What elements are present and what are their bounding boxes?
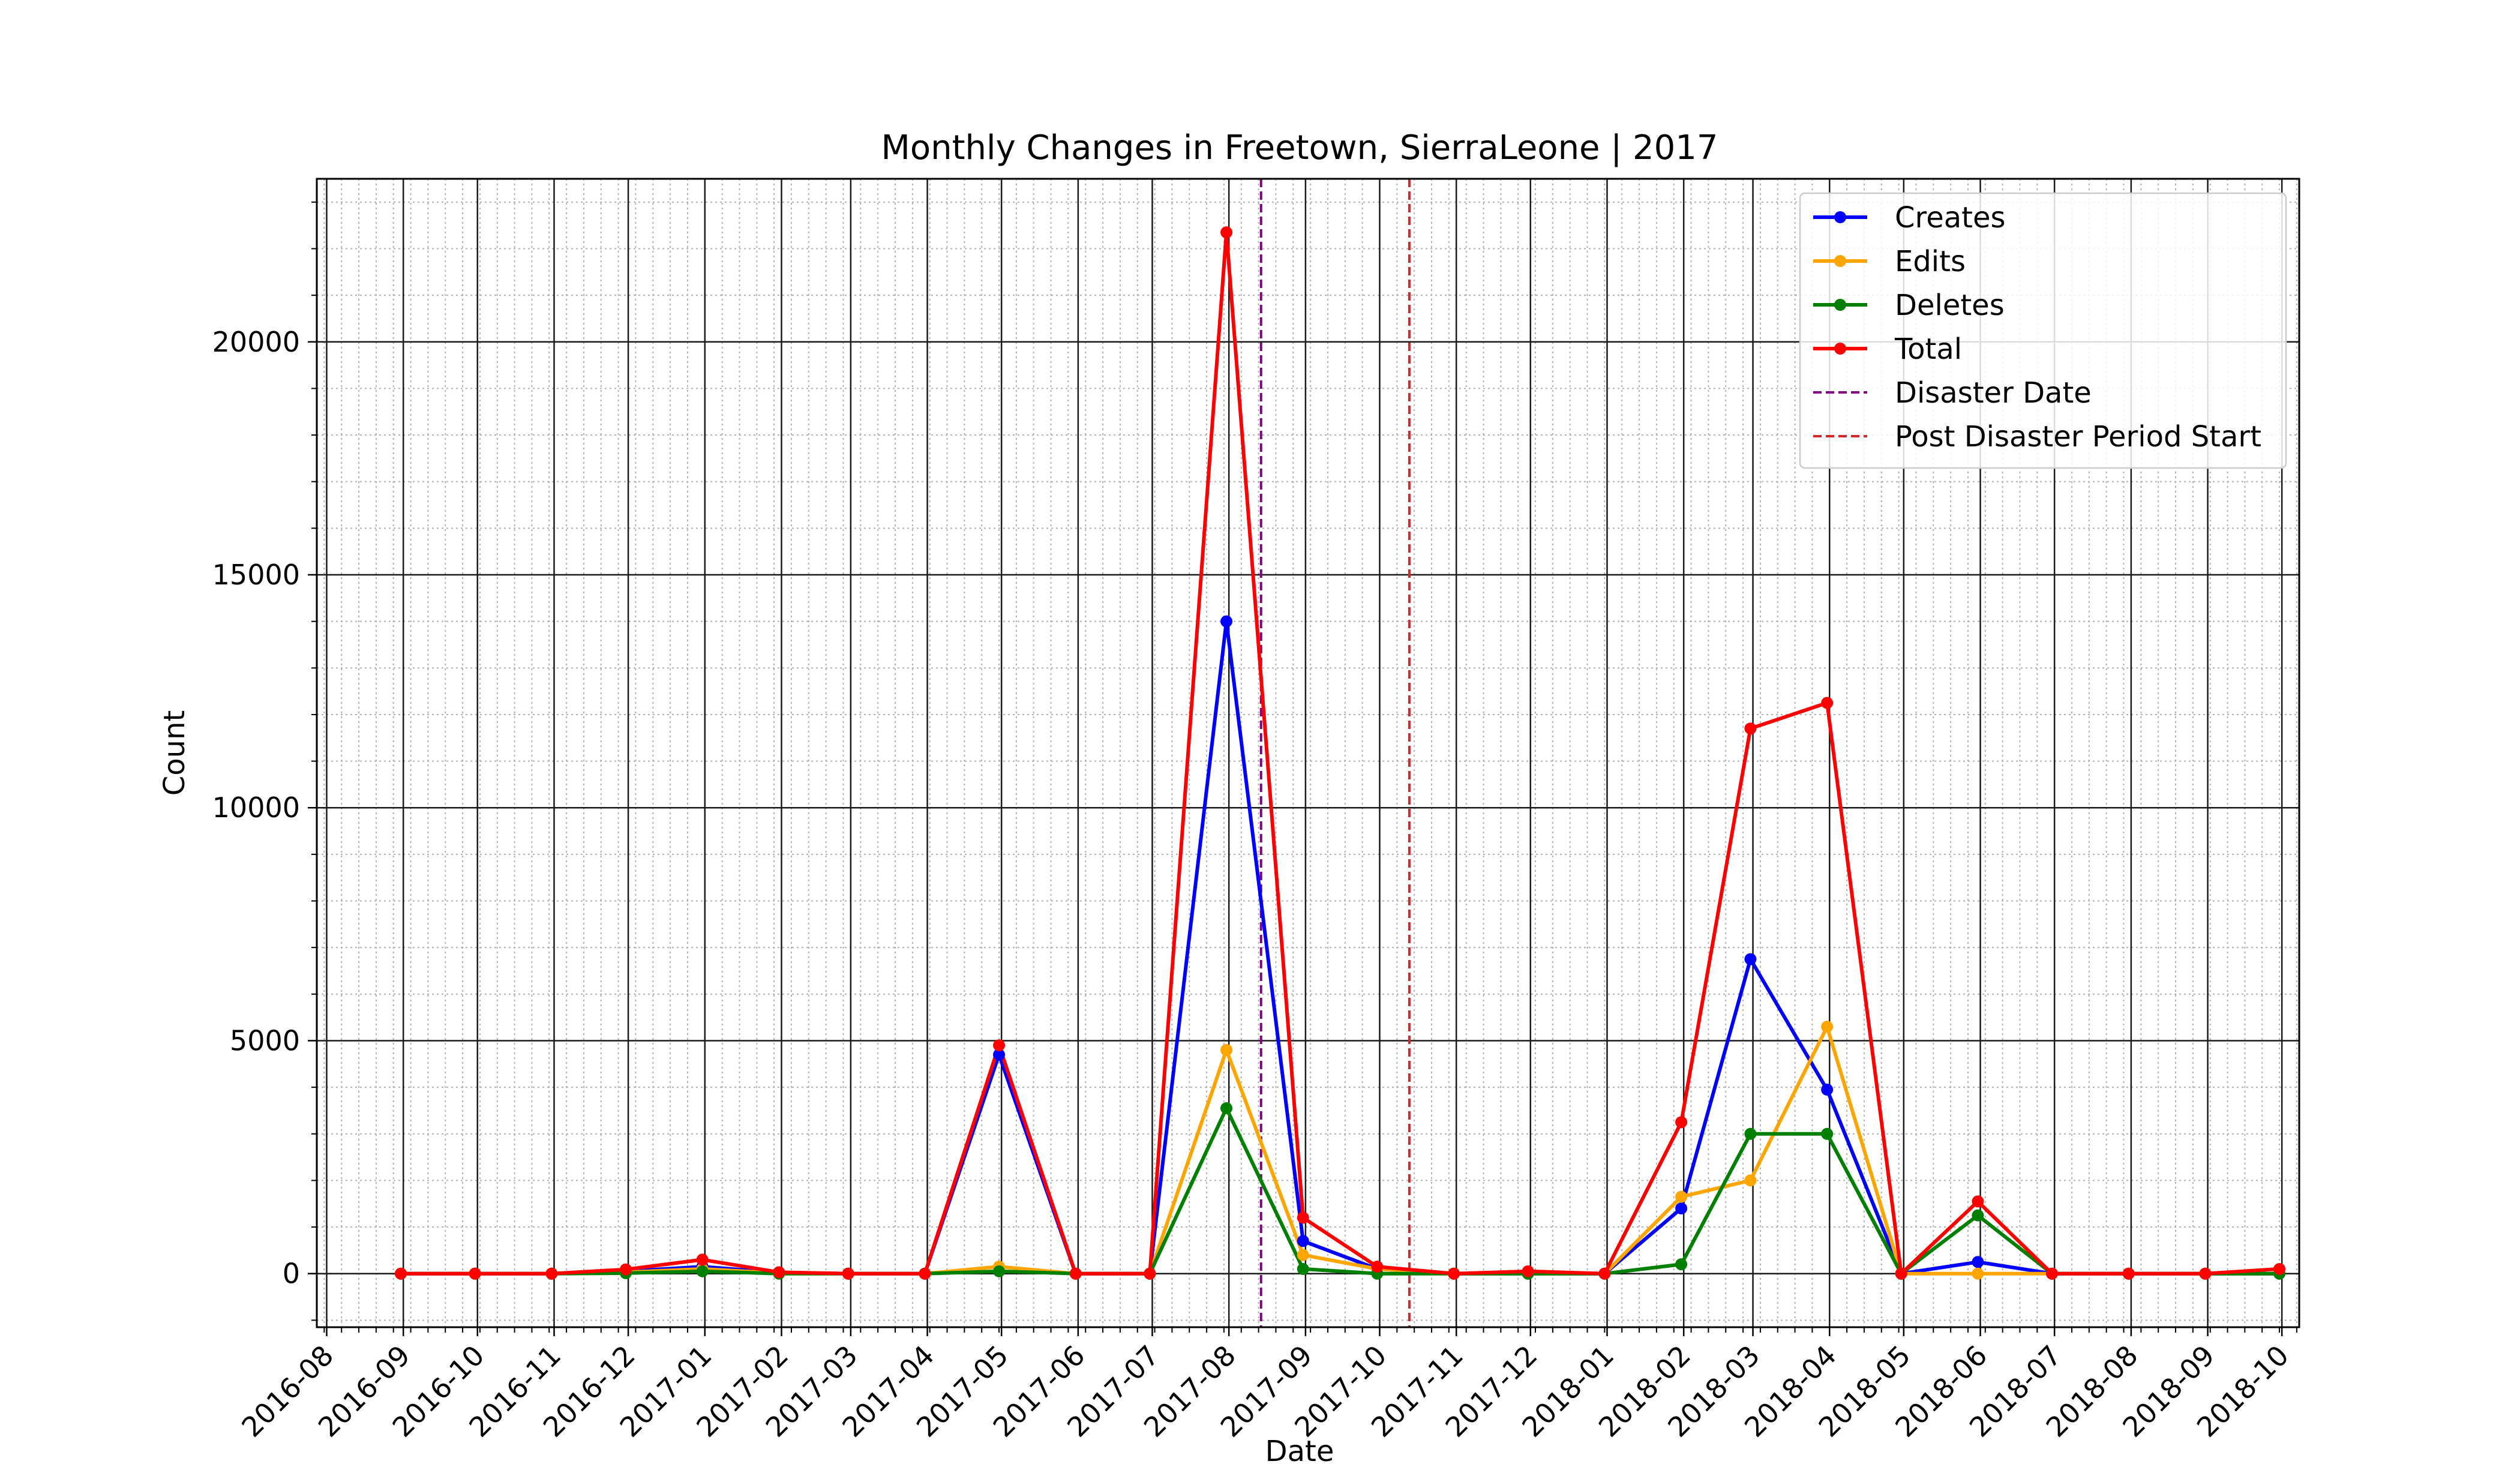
legend-label: Creates	[1895, 201, 2006, 235]
series-line	[401, 619, 2279, 1276]
legend-label: Edits	[1895, 245, 1966, 278]
data-point	[469, 1267, 481, 1280]
legend-box	[1799, 192, 2287, 469]
reference-lines	[1259, 179, 1411, 1327]
data-point	[1522, 1265, 1534, 1277]
data-point	[1448, 1267, 1460, 1280]
data-point	[2122, 1267, 2135, 1280]
data-point	[1297, 1235, 1309, 1247]
series-line	[401, 1025, 2279, 1276]
data-point	[1821, 697, 1834, 709]
data-point	[1744, 1174, 1757, 1187]
y-tick-label: 10000	[212, 791, 300, 824]
legend-marker	[1834, 211, 1846, 223]
data-point	[1675, 1116, 1688, 1129]
legend-label: Disaster Date	[1895, 376, 2092, 410]
data-point	[1821, 1021, 1834, 1033]
data-point	[1675, 1258, 1688, 1271]
data-point	[1744, 953, 1757, 965]
data-point	[993, 1039, 1006, 1052]
data-point	[993, 1265, 1006, 1277]
y-tick-label: 0	[283, 1258, 300, 1290]
plot-frame	[316, 178, 2300, 1328]
data-point	[1220, 1044, 1233, 1056]
series-points	[395, 226, 2286, 1280]
series-line	[401, 1106, 2279, 1276]
y-tick-label: 5000	[230, 1024, 300, 1057]
legend-marker	[1834, 299, 1846, 311]
data-point	[395, 1267, 407, 1280]
data-point	[1675, 1202, 1688, 1214]
data-point	[1220, 615, 1233, 628]
data-point	[919, 1267, 931, 1280]
data-point	[619, 1263, 632, 1276]
data-point	[1972, 1267, 1984, 1280]
data-point	[2273, 1262, 2286, 1275]
legend-label: Post Disaster Period Start	[1895, 420, 2261, 454]
legend-label: Deletes	[1895, 289, 2005, 322]
data-point	[1744, 1127, 1757, 1140]
data-point	[773, 1266, 785, 1279]
y-axis-label: Count	[158, 710, 191, 796]
data-point	[2199, 1267, 2212, 1280]
data-point	[2046, 1267, 2059, 1280]
data-point	[842, 1267, 854, 1280]
data-point	[1297, 1249, 1309, 1261]
data-point	[1297, 1262, 1309, 1275]
data-point	[1972, 1209, 1984, 1222]
x-axis-label: Date	[1265, 1435, 1334, 1468]
data-point	[1972, 1256, 1984, 1268]
data-point	[1972, 1195, 1984, 1208]
legend-label: Total	[1894, 332, 1962, 366]
data-point	[1069, 1267, 1082, 1280]
y-tick-label: 15000	[212, 559, 300, 591]
legend: Creates Edits Deletes Total Disaster Date Pos…	[1799, 192, 2287, 469]
data-point	[545, 1267, 558, 1280]
data-point	[1895, 1267, 1907, 1280]
y-axis-ticks: 0 5000 10000 15000 20000	[212, 326, 317, 1290]
data-point	[1821, 1127, 1834, 1140]
legend-marker	[1834, 343, 1846, 355]
data-point	[696, 1265, 709, 1277]
chart-title: Monthly Changes in Freetown, SierraLeone…	[881, 128, 1718, 167]
data-point	[1821, 1084, 1834, 1096]
data-point	[1675, 1190, 1688, 1203]
data-point	[1144, 1267, 1156, 1280]
data-point	[1297, 1211, 1309, 1224]
data-point	[993, 1048, 1006, 1061]
y-tick-label: 20000	[212, 326, 300, 358]
series-lines	[401, 230, 2280, 1276]
data-point	[1220, 226, 1233, 239]
data-point	[1598, 1267, 1611, 1280]
series-line	[401, 230, 2280, 1276]
legend-marker	[1834, 255, 1846, 267]
data-point	[696, 1253, 709, 1266]
data-point	[1371, 1261, 1384, 1273]
data-point	[1220, 1102, 1233, 1115]
data-point	[1744, 722, 1757, 735]
